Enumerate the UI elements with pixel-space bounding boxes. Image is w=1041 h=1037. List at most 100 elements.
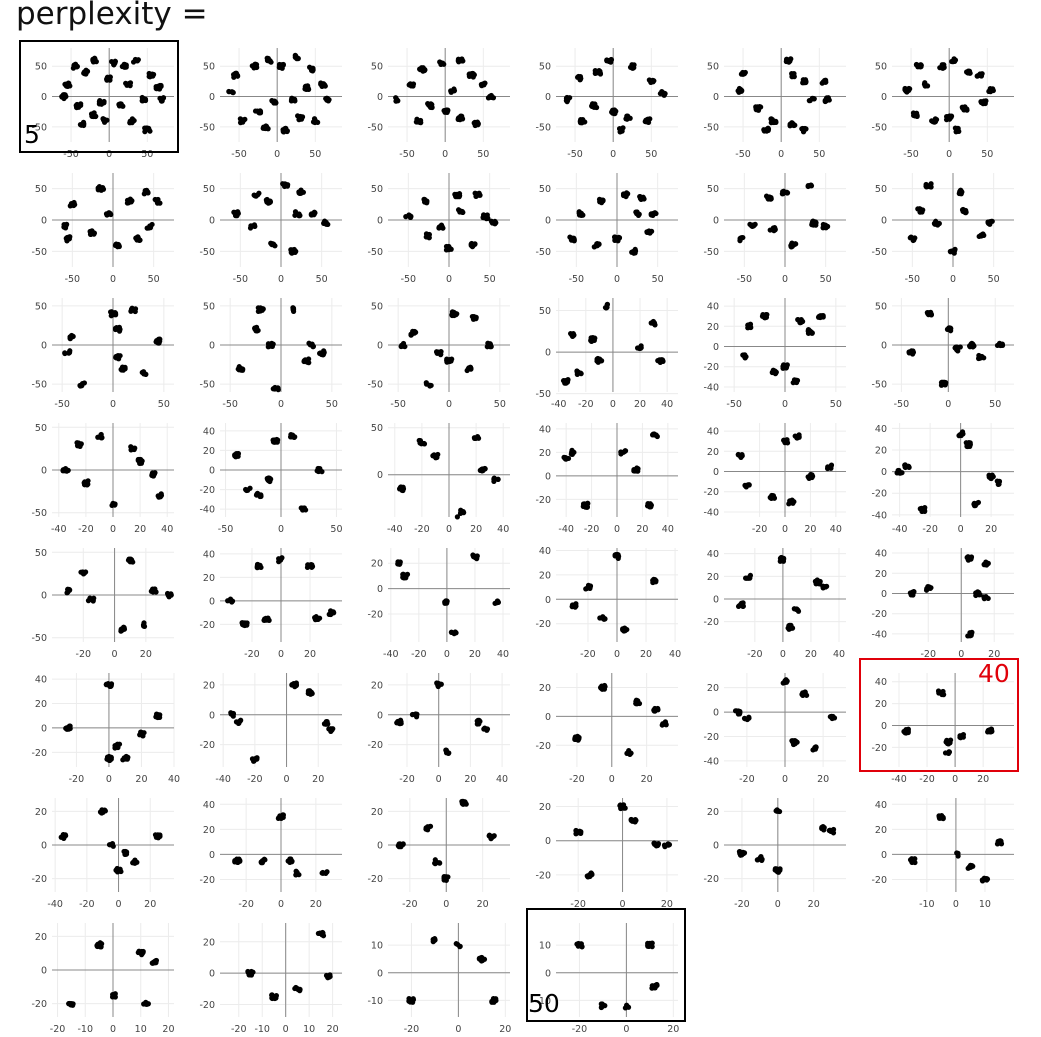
scatter-plot: -20 0 20 40 20 0 -20 (199, 548, 342, 660)
data-point (428, 382, 434, 389)
data-point (67, 587, 73, 593)
data-point (135, 949, 141, 956)
x-tick-label: 0 (284, 774, 290, 785)
scatter-plot: -50 0 50 50 0 -50 (31, 48, 174, 160)
x-tick-label: 0 (110, 399, 116, 410)
data-point (739, 852, 745, 858)
x-tick-label: -20 (76, 649, 92, 660)
data-point (824, 465, 831, 472)
data-point (779, 556, 785, 562)
x-tick-label: 0 (610, 149, 616, 160)
x-tick-label: -20 (578, 399, 594, 410)
y-tick-label: -20 (31, 999, 47, 1010)
data-point (254, 755, 260, 761)
y-tick-label: 0 (377, 710, 383, 721)
data-point (477, 956, 483, 962)
scatter-plot: -50 0 50 50 0 -50 (199, 173, 342, 285)
scatter-panel: -20 0 20 40 40 20 0 -20 (524, 542, 692, 662)
x-tick-label: 0 (446, 399, 452, 410)
y-tick-label: -50 (871, 122, 887, 133)
scatter-plot: -20 0 20 10 0 -10 (367, 923, 511, 1035)
data-point (65, 467, 71, 473)
data-point (455, 116, 461, 123)
scatter-panel: -20 0 20 10 0 -10 (524, 917, 692, 1037)
scatter-plot: -50 0 50 50 0 -50 (199, 298, 342, 410)
x-tick-label: 20 (817, 774, 829, 785)
data-point (287, 434, 294, 440)
data-point (935, 688, 942, 694)
y-tick-label: 0 (41, 341, 47, 352)
data-point (263, 123, 269, 129)
y-tick-label: -20 (31, 874, 47, 885)
y-tick-label: -50 (703, 122, 719, 133)
x-tick-label: -20 (244, 649, 260, 660)
data-point (455, 941, 461, 948)
data-point (759, 313, 766, 319)
data-point (249, 756, 256, 762)
data-point (444, 358, 450, 364)
y-tick-label: 10 (539, 941, 551, 952)
data-point (156, 833, 162, 839)
data-point (574, 371, 580, 378)
y-tick-label: 0 (545, 836, 551, 847)
scatter-plot: -20 0 20 40 20 0 -20 (367, 673, 510, 785)
y-tick-label: 0 (545, 216, 551, 227)
y-tick-label: -50 (199, 380, 215, 391)
data-point (315, 930, 321, 937)
scatter-panel: -50 0 50 50 0 -50 (860, 167, 1028, 287)
data-point (255, 327, 261, 334)
x-tick-label: 20 (312, 774, 324, 785)
y-tick-label: -20 (199, 1000, 215, 1011)
x-tick-label: 10 (135, 1024, 147, 1035)
data-point (954, 347, 960, 353)
data-point (573, 828, 579, 834)
data-point (767, 195, 774, 201)
data-point (64, 237, 70, 243)
x-tick-label: 0 (444, 649, 450, 660)
scatter-plot: -20 0 20 20 0 -20 (703, 798, 846, 910)
x-tick-label: 0 (780, 649, 786, 660)
scatter-plot: -50 0 50 50 0 -50 (535, 173, 678, 285)
data-point (939, 813, 945, 819)
data-point (146, 225, 152, 231)
scatter-panel: -40 -20 0 20 20 0 -20 (20, 792, 188, 912)
x-tick-label: 20 (634, 399, 646, 410)
data-point (283, 182, 289, 188)
data-point (259, 860, 266, 866)
x-tick-label: -20 (411, 649, 427, 660)
data-point (263, 197, 269, 203)
data-point (948, 248, 955, 254)
x-tick-label: 0 (283, 1024, 289, 1035)
data-point (653, 841, 659, 847)
data-point (764, 128, 770, 134)
x-tick-label: -50 (231, 149, 247, 160)
data-point (155, 196, 161, 203)
data-point (253, 62, 260, 68)
y-tick-label: 20 (371, 680, 383, 691)
x-tick-label: 10 (979, 899, 991, 910)
data-point (830, 830, 837, 836)
x-tick-label: 40 (168, 774, 180, 785)
data-point (118, 626, 124, 633)
data-point (950, 59, 956, 65)
data-point (783, 678, 789, 684)
y-tick-label: 50 (539, 184, 551, 195)
scatter-panel: -20 0 20 40 20 0 -20 (356, 667, 524, 787)
data-point (398, 844, 404, 850)
x-tick-label: 20 (140, 649, 152, 660)
x-tick-label: -50 (390, 399, 406, 410)
scatter-plot: -50 0 50 50 0 -50 (535, 48, 678, 160)
data-point (110, 501, 116, 507)
data-point (290, 681, 296, 688)
x-tick-label: 50 (484, 274, 496, 285)
data-point (123, 848, 129, 855)
y-tick-label: 50 (203, 62, 215, 73)
x-tick-label: 40 (161, 524, 173, 535)
data-point (454, 514, 460, 520)
y-tick-label: 20 (539, 448, 551, 459)
data-point (590, 335, 596, 341)
x-tick-label: 20 (985, 524, 997, 535)
scatter-panel: -20 0 20 10 0 -10 (356, 917, 524, 1037)
y-tick-label: 40 (707, 302, 719, 313)
